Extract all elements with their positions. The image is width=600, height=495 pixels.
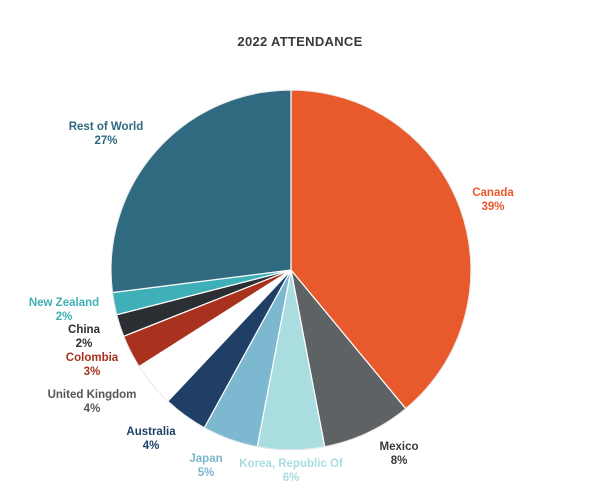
slice-label-name: Mexico — [379, 441, 419, 453]
slice-label-rest-of-world: Rest of World 27% — [69, 120, 144, 148]
slice-label-name: Canada — [472, 187, 514, 199]
slice-label-colombia: Colombia 3% — [66, 351, 118, 379]
slice-label-percent: 8% — [390, 455, 408, 467]
slice-label-percent: 3% — [83, 366, 101, 378]
slice-label-percent: 4% — [142, 440, 160, 452]
slice-label-canada: Canada 39% — [472, 186, 514, 214]
slice-label-name: Rest of World — [68, 121, 144, 133]
slice-label-percent: 39% — [481, 201, 505, 213]
slice-label-name: Australia — [126, 426, 176, 438]
slice-label-percent: 2% — [55, 311, 73, 323]
slice-label-japan: Japan 5% — [189, 452, 222, 480]
slice-label-united-kingdom: United Kingdom 4% — [48, 388, 137, 416]
slice-label-name: Colombia — [65, 352, 119, 364]
chart-title: 2022 ATTENDANCE — [237, 34, 363, 49]
slice-label-australia: Australia 4% — [126, 425, 175, 453]
slice-label-name: Japan — [189, 453, 223, 465]
slice-label-percent: 6% — [282, 472, 300, 484]
pie-outline — [110, 89, 472, 451]
slice-label-korea-republic-of: Korea, Republic Of 6% — [239, 457, 343, 485]
slice-label-name: United Kingdom — [47, 389, 137, 401]
slice-label-name: New Zealand — [28, 297, 100, 309]
slice-label-percent: 4% — [83, 403, 101, 415]
slice-label-name: China — [68, 324, 100, 336]
slice-label-percent: 27% — [94, 135, 118, 147]
slice-label-mexico: Mexico 8% — [380, 440, 419, 468]
slice-label-new-zealand: New Zealand 2% — [29, 296, 99, 324]
slice-label-percent: 2% — [75, 338, 93, 350]
slice-label-name: Korea, Republic Of — [239, 458, 343, 470]
slice-label-china: China 2% — [68, 323, 100, 351]
slice-label-percent: 5% — [197, 467, 215, 479]
